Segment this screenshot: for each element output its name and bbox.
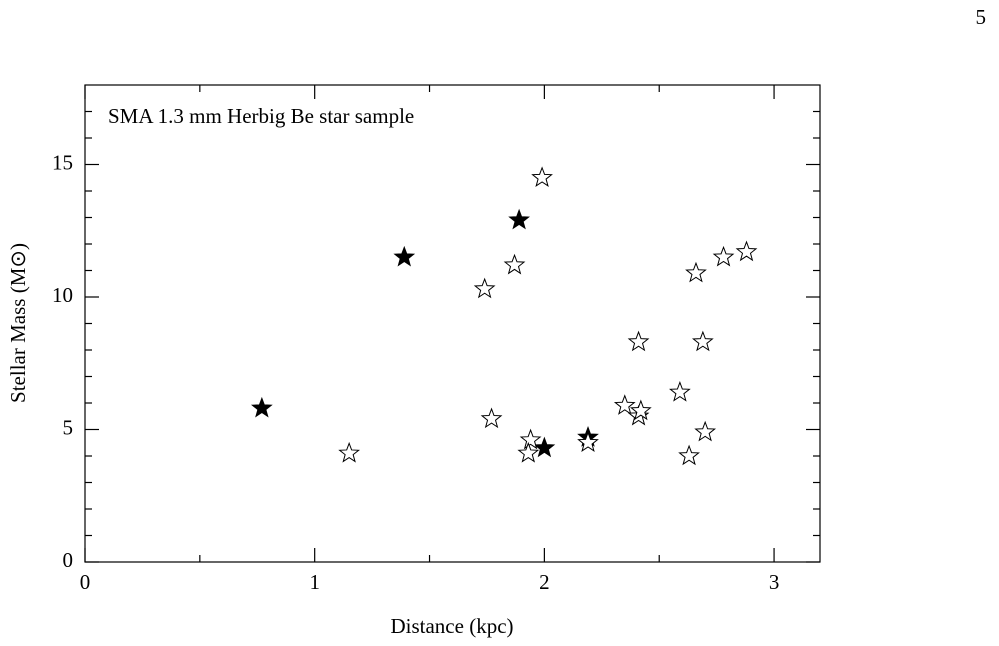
star-marker [735,240,758,262]
star-marker [531,166,553,187]
star-marker [685,261,707,283]
x-tick-label: 1 [309,570,320,594]
star-marker [694,420,717,442]
star-marker [508,208,530,230]
y-axis-label: Stellar Mass (M⊙) [6,243,30,403]
star-marker [629,399,652,421]
star-marker [503,253,526,275]
y-tick-label: 0 [63,548,74,572]
x-tick-label: 0 [80,570,91,594]
star-marker [338,441,361,463]
star-marker [691,330,714,352]
star-marker [519,428,542,450]
y-tick-label: 15 [52,150,73,174]
star-marker [577,431,599,452]
y-tick-label: 5 [63,415,74,439]
star-marker [533,436,556,458]
x-tick-label: 3 [769,570,780,594]
x-axis-label: Distance (kpc) [390,614,513,638]
x-tick-label: 2 [539,570,550,594]
star-marker [517,441,540,463]
star-marker [712,245,735,267]
page-number: 5 [976,5,987,29]
star-marker [678,444,700,466]
star-marker [669,380,691,402]
star-marker [480,407,503,429]
star-marker [473,277,496,299]
star-marker [393,245,416,267]
plot-frame [84,84,821,563]
star-marker [627,330,650,352]
star-marker [613,394,636,415]
star-marker [250,396,273,418]
annotation: SMA 1.3 mm Herbig Be star sample [108,104,414,128]
y-tick-label: 10 [52,283,73,307]
